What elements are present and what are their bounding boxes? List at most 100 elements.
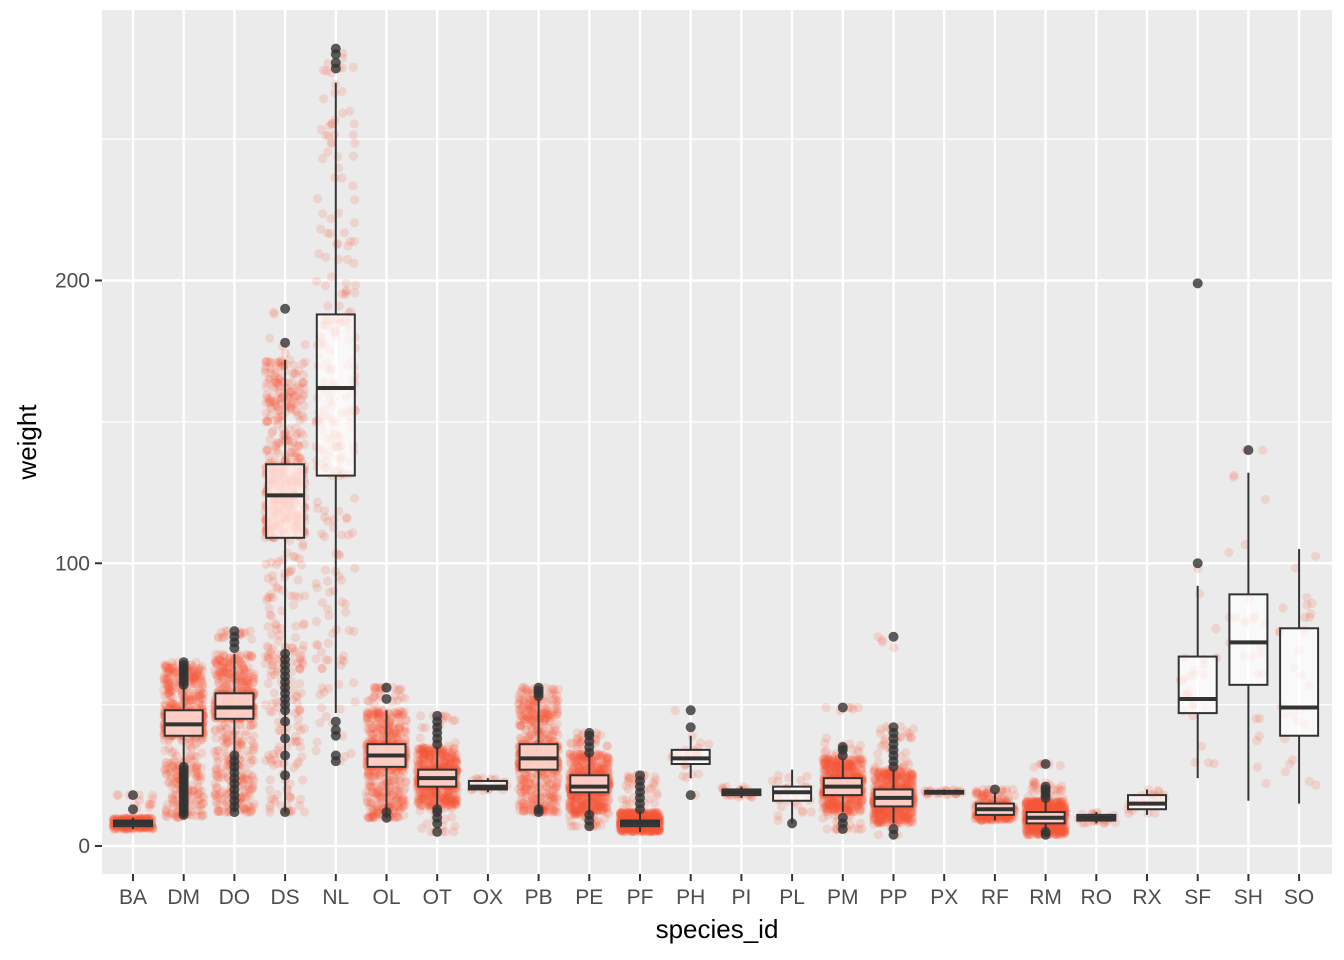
jitter-point xyxy=(349,626,359,637)
jitter-point xyxy=(535,712,546,722)
jitter-point xyxy=(264,603,274,614)
jitter-point xyxy=(297,410,308,420)
jitter-point xyxy=(336,575,346,585)
jitter-point xyxy=(216,627,226,637)
jitter-point xyxy=(345,106,355,116)
jitter-point xyxy=(549,725,559,736)
jitter-point xyxy=(167,747,177,758)
jitter-point xyxy=(187,695,197,705)
jitter-point xyxy=(160,675,170,685)
jitter-point xyxy=(267,630,277,640)
jitter-point xyxy=(393,696,403,706)
jitter-point xyxy=(197,701,207,711)
jitter-point xyxy=(401,776,411,787)
jitter-point xyxy=(290,591,300,601)
jitter-point xyxy=(171,777,181,787)
jitter-point xyxy=(348,181,358,191)
jitter-point xyxy=(165,691,175,701)
jitter-point xyxy=(298,378,308,388)
jitter-point xyxy=(312,737,322,747)
jitter-point xyxy=(196,693,206,703)
jitter-point xyxy=(269,415,279,425)
jitter-point xyxy=(192,670,202,680)
jitter-point xyxy=(162,667,172,677)
jitter-point xyxy=(275,358,285,368)
jitter-point xyxy=(312,276,322,286)
jitter-point xyxy=(169,676,179,686)
jitter-point xyxy=(193,665,203,675)
jitter-point xyxy=(317,703,327,713)
jitter-point xyxy=(162,680,172,690)
jitter-point xyxy=(198,694,208,704)
jitter-point xyxy=(322,228,332,238)
jitter-point xyxy=(195,664,205,674)
jitter-point xyxy=(290,552,300,562)
jitter-point xyxy=(192,772,202,782)
jitter-point xyxy=(316,125,326,135)
jitter-point xyxy=(300,357,310,367)
jitter-point xyxy=(159,699,170,710)
jitter-point xyxy=(199,792,209,802)
jitter-point xyxy=(189,678,200,688)
jitter-point xyxy=(189,665,199,675)
jitter-point xyxy=(291,451,301,462)
jitter-point xyxy=(348,151,359,161)
jitter-point xyxy=(188,786,198,796)
jitter-point xyxy=(159,765,170,775)
jitter-point xyxy=(172,702,182,712)
jitter-point xyxy=(340,751,350,762)
jitter-point xyxy=(191,811,202,821)
jitter-point xyxy=(362,707,372,717)
jitter-point xyxy=(191,769,201,779)
jitter-point xyxy=(169,757,179,767)
plot-panel xyxy=(102,10,1332,874)
jitter-point xyxy=(187,800,197,811)
jitter-point xyxy=(209,747,219,757)
jitter-point xyxy=(198,679,208,689)
jitter-point xyxy=(320,512,330,522)
jitter-point xyxy=(147,799,157,809)
jitter-point xyxy=(189,691,199,701)
jitter-point xyxy=(518,702,528,712)
jitter-point xyxy=(163,675,173,685)
jitter-point xyxy=(196,775,206,785)
jitter-point xyxy=(192,771,202,781)
jitter-point xyxy=(300,340,310,350)
jitter-point xyxy=(299,724,309,734)
jitter-point xyxy=(441,796,451,806)
jitter-point xyxy=(541,704,551,714)
jitter-point xyxy=(162,800,172,810)
jitter-point xyxy=(415,733,425,743)
jitter-point xyxy=(164,663,174,674)
jitter-point xyxy=(178,691,188,701)
jitter-point xyxy=(519,802,529,812)
jitter-point xyxy=(186,760,197,770)
jitter-point xyxy=(166,773,176,784)
jitter-point xyxy=(194,697,204,707)
jitter-point xyxy=(196,675,206,685)
jitter-point xyxy=(323,576,333,586)
jitter-point xyxy=(278,391,288,401)
jitter-point xyxy=(193,795,204,805)
jitter-point xyxy=(180,693,190,703)
jitter-point xyxy=(326,214,336,224)
jitter-point xyxy=(134,795,145,806)
jitter-point xyxy=(165,767,175,777)
jitter-point xyxy=(165,686,175,696)
jitter-point xyxy=(267,660,277,671)
jitter-point xyxy=(185,696,195,706)
jitter-point xyxy=(362,771,372,782)
jitter-point xyxy=(316,647,326,657)
jitter-point xyxy=(198,683,208,693)
jitter-point xyxy=(161,661,171,671)
jitter-point xyxy=(168,664,178,674)
jitter-point xyxy=(160,745,170,756)
jitter-point xyxy=(144,799,154,809)
jitter-point xyxy=(324,587,335,597)
jitter-point xyxy=(165,686,175,696)
jitter-point xyxy=(317,683,327,693)
jitter-point xyxy=(190,741,200,751)
jitter-point xyxy=(450,799,460,809)
jitter-point xyxy=(319,532,330,542)
jitter-point xyxy=(186,751,196,761)
